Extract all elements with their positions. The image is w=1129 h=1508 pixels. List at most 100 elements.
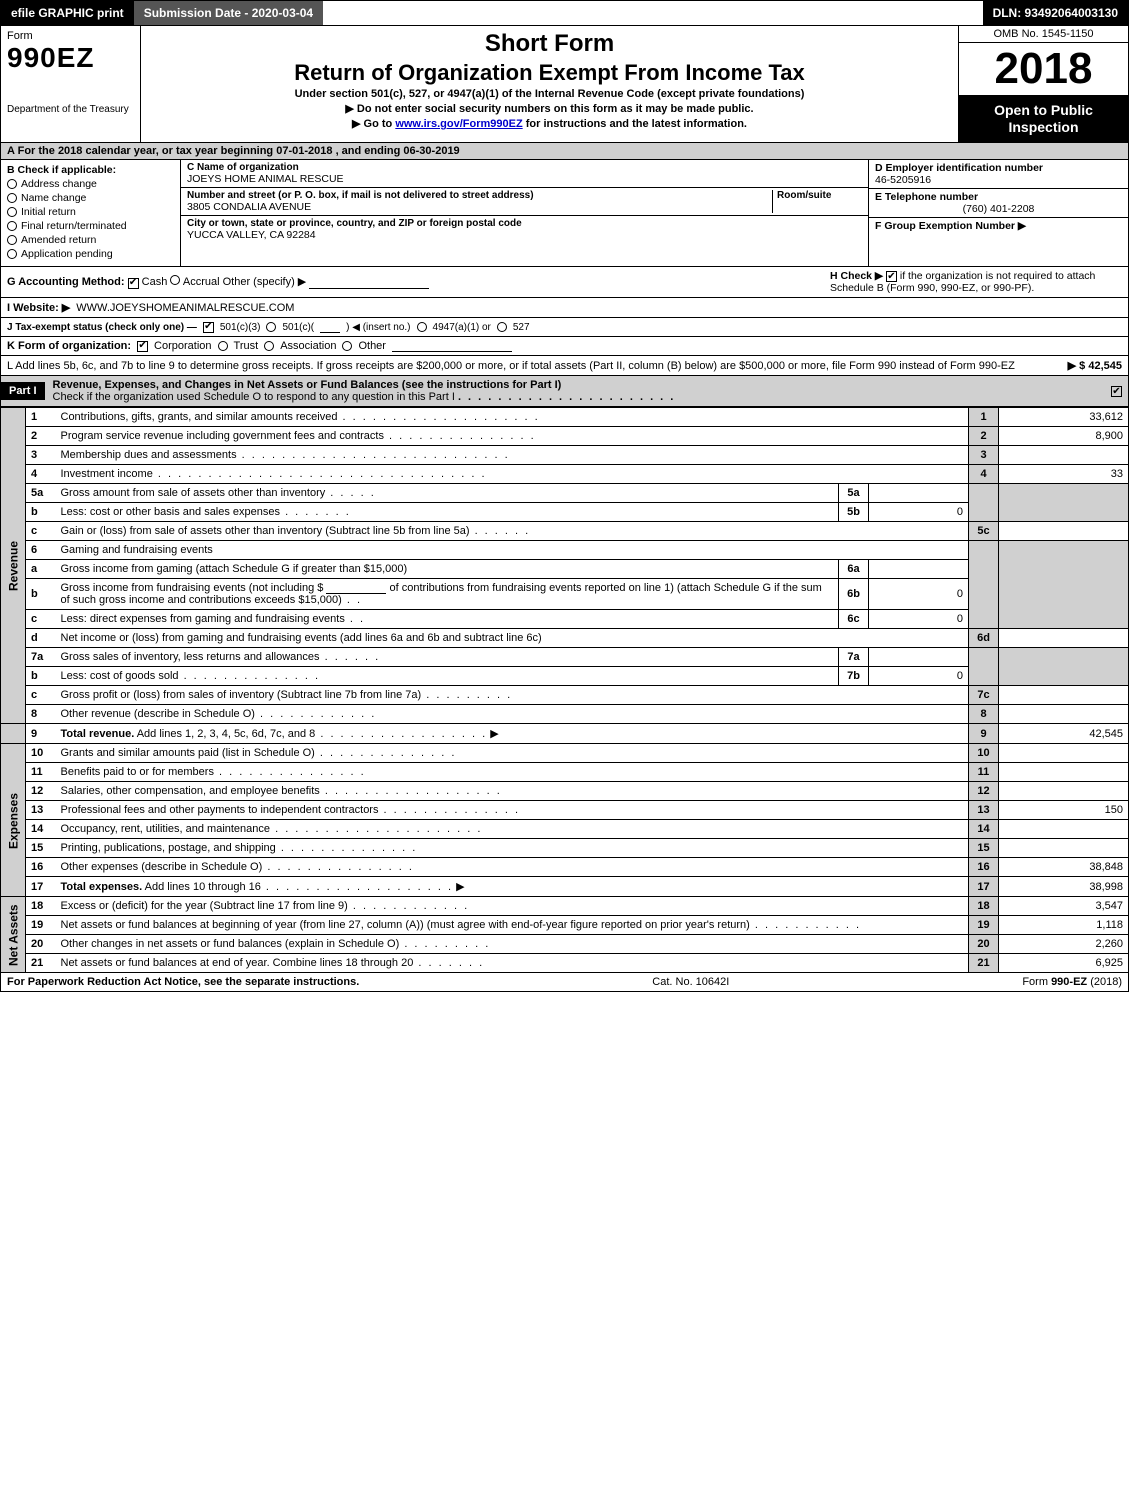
line-5a-num: 5a <box>26 484 56 503</box>
line-17-desc: Total expenses. Add lines 10 through 16 … <box>56 877 969 897</box>
line-14-desc: Occupancy, rent, utilities, and maintena… <box>56 820 969 839</box>
line-3-amt <box>999 446 1129 465</box>
line-6b-blank[interactable] <box>326 582 386 594</box>
side-net-assets: Net Assets <box>1 897 26 973</box>
lbl-initial-return: Initial return <box>21 206 76 218</box>
line-8-no: 8 <box>969 705 999 724</box>
chk-501c[interactable] <box>266 322 276 332</box>
chk-corporation[interactable] <box>137 341 148 352</box>
line-7c-no: 7c <box>969 686 999 705</box>
line-6a: a Gross income from gaming (attach Sched… <box>1 560 1129 579</box>
line-21-no: 21 <box>969 954 999 973</box>
header-right: OMB No. 1545-1150 2018 Open to Public In… <box>958 26 1128 142</box>
l-text: L Add lines 5b, 6c, and 7b to line 9 to … <box>7 360 1015 372</box>
chk-trust[interactable] <box>218 341 228 351</box>
other-org-line[interactable] <box>392 340 512 352</box>
line-7a-num: 7a <box>26 648 56 667</box>
line-10-no: 10 <box>969 744 999 763</box>
i-label: I Website: ▶ <box>7 301 70 314</box>
line-2-no: 2 <box>969 427 999 446</box>
line-3: 3 Membership dues and assessments . . . … <box>1 446 1129 465</box>
chk-association[interactable] <box>264 341 274 351</box>
line-1-desc: Contributions, gifts, grants, and simila… <box>56 408 969 427</box>
line-5b-subnum: 5b <box>839 503 869 522</box>
line-3-no: 3 <box>969 446 999 465</box>
form-number: 990EZ <box>7 42 134 74</box>
line-13-amt: 150 <box>999 801 1129 820</box>
line-6abc-rightamt <box>999 541 1129 629</box>
form-word: Form <box>7 30 134 42</box>
line-12: 12 Salaries, other compensation, and emp… <box>1 782 1129 801</box>
e-phone-label: E Telephone number <box>875 191 1122 203</box>
chk-other-org[interactable] <box>342 341 352 351</box>
line-13-desc: Professional fees and other payments to … <box>56 801 969 820</box>
header-left: Form 990EZ Department of the Treasury <box>1 26 141 142</box>
line-6b-desc: Gross income from fundraising events (no… <box>56 579 839 610</box>
chk-501c3[interactable] <box>203 322 214 333</box>
line-17-num: 17 <box>26 877 56 897</box>
lbl-other-org: Other <box>358 340 386 352</box>
part-i-title-text: Revenue, Expenses, and Changes in Net As… <box>53 379 562 391</box>
lbl-501c3: 501(c)(3) <box>220 322 261 333</box>
h-check: H Check ▶ if the organization is not req… <box>822 270 1122 295</box>
chk-4947a1[interactable] <box>417 322 427 332</box>
line-20-desc: Other changes in net assets or fund bala… <box>56 935 969 954</box>
line-17-amt: 38,998 <box>999 877 1129 897</box>
row-a-pre: For the 2018 calendar year, or tax year … <box>18 145 277 157</box>
chk-schedule-b[interactable] <box>886 271 897 282</box>
chk-initial-return[interactable] <box>7 207 17 217</box>
line-10-amt <box>999 744 1129 763</box>
chk-name-change[interactable] <box>7 193 17 203</box>
lbl-527: 527 <box>513 322 530 333</box>
row-j-tax-exempt: J Tax-exempt status (check only one) — 5… <box>0 318 1129 337</box>
line-19-amt: 1,118 <box>999 916 1129 935</box>
line-6-desc: Gaming and fundraising events <box>56 541 969 560</box>
line-5a-subval <box>869 484 969 503</box>
row-a-begin: 07-01-2018 <box>276 145 332 157</box>
line-5ab-rightamt <box>999 484 1129 522</box>
other-specify-line[interactable] <box>309 277 429 289</box>
lbl-trust: Trust <box>234 340 259 352</box>
chk-schedule-o[interactable] <box>1111 386 1122 397</box>
line-6abc-rightno <box>969 541 999 629</box>
line-4-no: 4 <box>969 465 999 484</box>
chk-address-change[interactable] <box>7 179 17 189</box>
footer-cat-no: Cat. No. 10642I <box>652 976 729 988</box>
line-9-num: 9 <box>26 724 56 744</box>
line-7b-subval: 0 <box>869 667 969 686</box>
top-bar: efile GRAPHIC print Submission Date - 20… <box>0 0 1129 26</box>
line-2-desc: Program service revenue including govern… <box>56 427 969 446</box>
b-label: B Check if applicable: <box>7 164 174 176</box>
chk-amended-return[interactable] <box>7 235 17 245</box>
chk-final-return[interactable] <box>7 221 17 231</box>
footer-left: For Paperwork Reduction Act Notice, see … <box>7 976 359 988</box>
line-21: 21 Net assets or fund balances at end of… <box>1 954 1129 973</box>
col-c-org: C Name of organization JOEYS HOME ANIMAL… <box>181 160 868 266</box>
line-8-desc: Other revenue (describe in Schedule O) .… <box>56 705 969 724</box>
tax-year: 2018 <box>959 43 1128 96</box>
lbl-final-return: Final return/terminated <box>21 220 127 232</box>
footer: For Paperwork Reduction Act Notice, see … <box>0 973 1129 992</box>
chk-accrual[interactable] <box>170 275 180 285</box>
line-5c-num: c <box>26 522 56 541</box>
line-8: 8 Other revenue (describe in Schedule O)… <box>1 705 1129 724</box>
f-group-label: F Group Exemption Number ▶ <box>875 220 1026 232</box>
line-6b-subnum: 6b <box>839 579 869 610</box>
chk-527[interactable] <box>497 322 507 332</box>
line-19-num: 19 <box>26 916 56 935</box>
lbl-cash: Cash <box>142 276 168 288</box>
line-17-no: 17 <box>969 877 999 897</box>
chk-cash[interactable] <box>128 278 139 289</box>
chk-application-pending[interactable] <box>7 249 17 259</box>
irs-link[interactable]: www.irs.gov/Form990EZ <box>395 118 522 130</box>
line-7b-subnum: 7b <box>839 667 869 686</box>
line-7c-desc: Gross profit or (loss) from sales of inv… <box>56 686 969 705</box>
line-7a: 7a Gross sales of inventory, less return… <box>1 648 1129 667</box>
501c-insert-no[interactable] <box>320 321 340 333</box>
city-label: City or town, state or province, country… <box>187 218 862 229</box>
line-5c-desc: Gain or (loss) from sale of assets other… <box>56 522 969 541</box>
website-value: WWW.JOEYSHOMEANIMALRESCUE.COM <box>76 302 294 314</box>
line-7b-desc: Less: cost of goods sold . . . . . . . .… <box>56 667 839 686</box>
form-header: Form 990EZ Department of the Treasury Sh… <box>0 26 1129 143</box>
line-6a-num: a <box>26 560 56 579</box>
